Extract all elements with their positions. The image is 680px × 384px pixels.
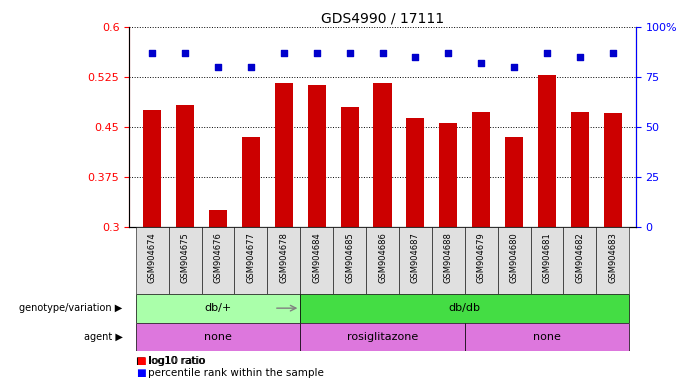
Bar (366, 227, 399, 294)
Bar (604, 113, 622, 227)
Bar (432, 227, 464, 294)
Text: none: none (204, 332, 232, 342)
Text: agent ▶: agent ▶ (84, 332, 122, 342)
Bar (176, 105, 194, 227)
Text: GSM904687: GSM904687 (411, 232, 420, 283)
Text: GSM904688: GSM904688 (444, 232, 453, 283)
Bar (275, 83, 293, 227)
Bar (235, 227, 267, 294)
Text: ■: ■ (136, 356, 146, 366)
Point (377, 50, 388, 56)
Text: GSM904677: GSM904677 (246, 232, 256, 283)
Point (278, 50, 289, 56)
Point (476, 60, 487, 66)
Bar (209, 210, 227, 227)
Point (344, 50, 355, 56)
Point (213, 64, 224, 70)
Point (443, 50, 454, 56)
Text: genotype/variation ▶: genotype/variation ▶ (19, 303, 122, 313)
Bar (143, 110, 161, 227)
Text: GSM904685: GSM904685 (345, 232, 354, 283)
Point (311, 50, 322, 56)
Bar (530, 227, 564, 294)
Bar (301, 294, 629, 323)
Text: db/+: db/+ (205, 303, 232, 313)
Text: rosiglitazone: rosiglitazone (347, 332, 418, 342)
Text: db/db: db/db (449, 303, 481, 313)
Bar (464, 227, 498, 294)
Text: GSM904679: GSM904679 (477, 232, 486, 283)
Bar (136, 227, 169, 294)
Point (245, 64, 256, 70)
Text: GSM904683: GSM904683 (609, 232, 617, 283)
Bar (201, 227, 235, 294)
Text: ■: ■ (136, 368, 146, 378)
Point (541, 50, 552, 56)
Bar (301, 227, 333, 294)
Text: GSM904681: GSM904681 (543, 232, 551, 283)
Bar (498, 227, 530, 294)
Bar (169, 227, 201, 294)
Bar (571, 112, 589, 227)
Text: GSM904682: GSM904682 (575, 232, 584, 283)
Text: GSM904680: GSM904680 (509, 232, 519, 283)
Bar (538, 76, 556, 227)
Bar (341, 107, 358, 227)
Bar (242, 137, 260, 227)
Text: ■ log10 ratio: ■ log10 ratio (136, 356, 205, 366)
Text: GSM904674: GSM904674 (148, 232, 156, 283)
Bar (505, 137, 523, 227)
Bar (564, 227, 596, 294)
Text: GSM904684: GSM904684 (312, 232, 321, 283)
Point (575, 54, 585, 60)
Title: GDS4990 / 17111: GDS4990 / 17111 (321, 12, 444, 26)
Bar (136, 323, 301, 351)
Bar (267, 227, 301, 294)
Bar (373, 83, 392, 227)
Point (147, 50, 158, 56)
Bar (399, 227, 432, 294)
Text: percentile rank within the sample: percentile rank within the sample (148, 368, 324, 378)
Point (607, 50, 618, 56)
Text: none: none (533, 332, 561, 342)
Bar (472, 112, 490, 227)
Bar (596, 227, 629, 294)
Bar (439, 123, 458, 227)
Text: log10 ratio: log10 ratio (148, 356, 205, 366)
Text: GSM904686: GSM904686 (378, 232, 387, 283)
Text: GSM904678: GSM904678 (279, 232, 288, 283)
Point (410, 54, 421, 60)
Point (509, 64, 520, 70)
Bar (464, 323, 629, 351)
Bar (136, 294, 301, 323)
Bar (307, 86, 326, 227)
Bar (333, 227, 366, 294)
Point (180, 50, 190, 56)
Bar (407, 118, 424, 227)
Text: GSM904675: GSM904675 (181, 232, 190, 283)
Bar (301, 323, 464, 351)
Text: GSM904676: GSM904676 (214, 232, 222, 283)
